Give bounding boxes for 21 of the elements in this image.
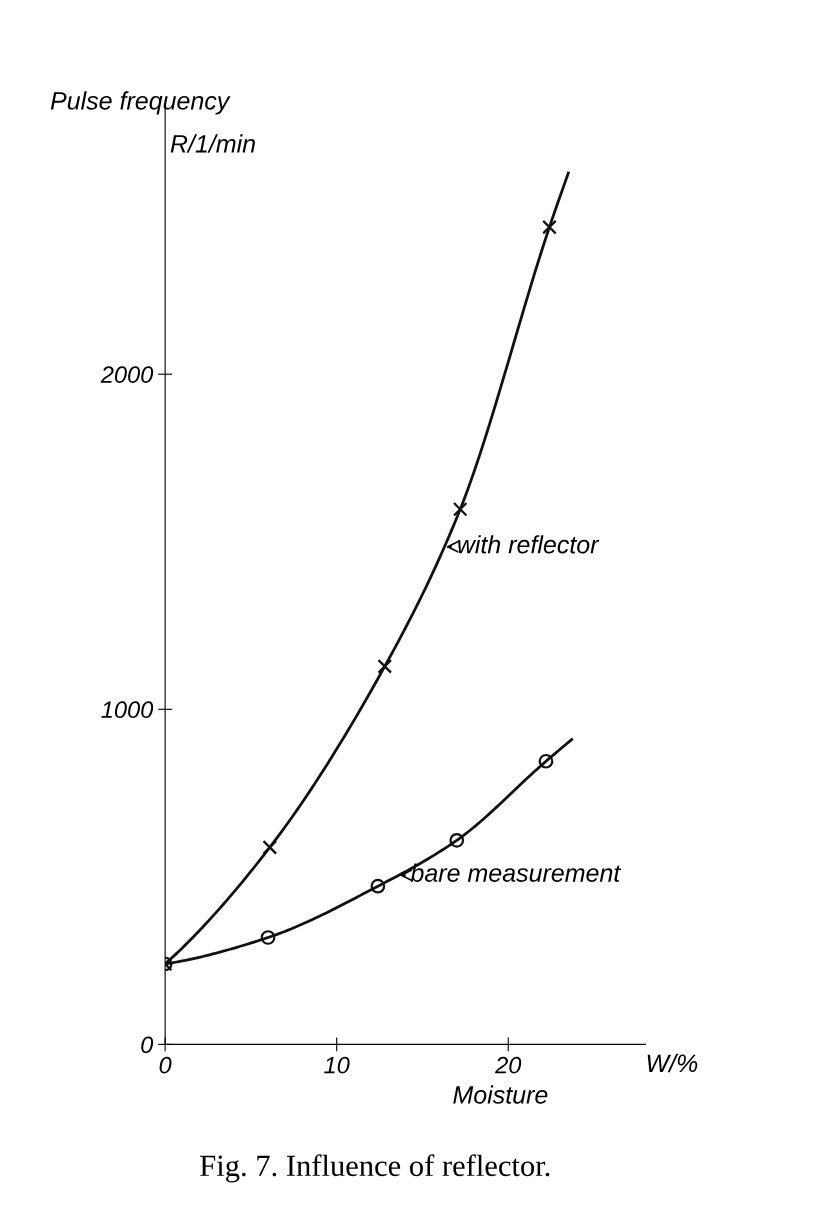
annotation: R/1/min (170, 134, 255, 153)
text: W/% (647, 1053, 698, 1073)
text: Fig. 7. Influence of reflector. (200, 1154, 550, 1183)
y-tick-label: 2000 (100, 366, 154, 383)
point (452, 501, 468, 517)
point (449, 832, 465, 848)
x-tick-label: 20 (494, 1056, 522, 1074)
y-tick-label: 0 (141, 1036, 154, 1054)
point (538, 753, 554, 769)
x-axis-title: Moisture (453, 1085, 548, 1104)
y-tick-label: 1000 (101, 701, 154, 719)
x-tick-label: 10 (324, 1056, 350, 1074)
annotation: with reflector (458, 535, 600, 554)
point (377, 659, 393, 674)
point (542, 219, 557, 235)
point (370, 878, 386, 894)
point (260, 930, 276, 945)
y-axis-title: Pulse frequency (50, 91, 231, 115)
point (262, 840, 278, 855)
x-tick-label: 0 (159, 1056, 172, 1074)
annotation: bare measurement (410, 863, 622, 882)
